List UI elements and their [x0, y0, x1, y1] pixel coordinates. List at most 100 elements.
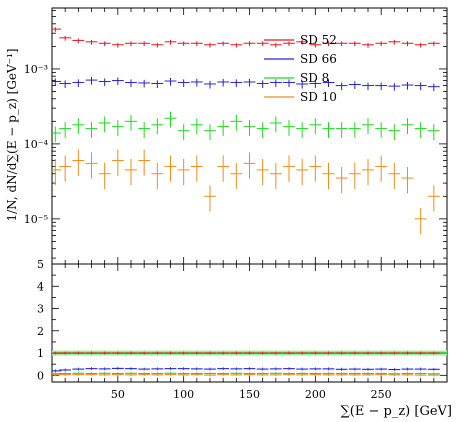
sd-66-point [348, 81, 361, 90]
sd-66-point [177, 79, 190, 88]
sd-10-point [230, 162, 243, 190]
sd-10-point [98, 162, 111, 190]
sd-10-ratio-point [414, 373, 427, 377]
sd-10-point [177, 158, 190, 186]
sd-10-point [243, 152, 256, 179]
top-panel-marks [52, 27, 440, 235]
sd-10-point [375, 155, 388, 182]
sd-10-ratio-point [190, 373, 203, 377]
sd-10-point [256, 158, 269, 186]
sd-52-point [217, 41, 230, 47]
ratio-y-tick-label: 2 [37, 325, 44, 338]
sd-66-ratio-point [309, 367, 322, 371]
sd-52-ratio-point [375, 351, 388, 355]
sd-66-ratio-point [217, 367, 230, 371]
sd-66-point [362, 82, 374, 91]
sd-66-point [401, 81, 414, 90]
sd-10-ratio-point [362, 373, 374, 377]
ratio-axis-ticks: 50 100 150 200 250 0 1 2 3 4 5 [37, 258, 447, 401]
sd-52-ratio-point [204, 351, 216, 355]
sd-66-point [59, 80, 72, 89]
sd-10-ratio-point [138, 373, 151, 377]
sd-52-point [256, 41, 269, 47]
sd-8-point [348, 122, 361, 138]
sd-66-ratio-point [375, 367, 388, 371]
sd-52-point [375, 41, 388, 47]
sd-8-point [322, 122, 335, 138]
sd-66-ratio-point [52, 369, 62, 373]
sd-52-point [190, 41, 203, 47]
sd-52-ratio-point [362, 351, 374, 355]
ratio-panel-frame [51, 263, 448, 383]
sd-8-point [125, 114, 137, 131]
sd-10-point [217, 155, 230, 182]
sd-66-point [309, 80, 322, 89]
sd-66-point [85, 76, 98, 85]
sd-52-ratio-point [59, 351, 72, 355]
sd-66-ratio-point [204, 367, 216, 371]
legend: SD 52 SD 66 SD 8 SD 10 [264, 33, 337, 104]
sd-66-ratio-point [85, 367, 98, 371]
sd-52-ratio-point [190, 351, 203, 355]
sd-10-point [335, 167, 348, 194]
sd-10-point [151, 162, 164, 190]
top-axis-ticks: 10⁻⁵ 10⁻⁴ 10⁻³ [24, 8, 447, 264]
y-axis-label: 1/N, dN/d∑(E − p_z) [GeV⁻¹] [5, 49, 19, 222]
sd-66-point [269, 79, 282, 88]
sd-52-ratio-point [256, 351, 269, 355]
sd-10-point [138, 149, 151, 176]
sd-52-ratio-point [427, 351, 440, 355]
sd-10-point [85, 152, 98, 179]
sd-66-point [230, 79, 243, 88]
sd-10-ratio-point [256, 373, 269, 377]
x-tick-label: 150 [239, 388, 260, 401]
sd-52-ratio-point [414, 351, 427, 355]
sd-52-ratio-point [269, 351, 282, 355]
sd-66-point [111, 77, 124, 86]
sd-10-ratio-point [177, 373, 190, 377]
sd-52-point [138, 41, 151, 47]
sd-52-ratio-point [164, 351, 177, 355]
sd-52-point [401, 41, 414, 47]
sd-52-ratio-point [348, 351, 361, 355]
sd-52-ratio-point [72, 351, 85, 355]
x-tick-label: 100 [173, 388, 194, 401]
sd-10-ratio-point [243, 373, 256, 377]
sd-66-point [164, 77, 177, 86]
sd-10-ratio-point [204, 373, 216, 377]
sd-8-point [243, 120, 256, 136]
sd-66-point [375, 82, 388, 91]
sd-52-ratio-point [151, 351, 164, 355]
sd-52-point [309, 42, 322, 48]
sd-10-point [309, 155, 322, 182]
sd-8-point [362, 118, 374, 135]
sd-52-ratio-point [98, 351, 111, 355]
sd-8-point [177, 124, 190, 140]
ratio-y-tick-label: 1 [37, 347, 44, 360]
sd-10-ratio-point [125, 373, 137, 377]
sd-8-point [72, 118, 85, 135]
sd-66-ratio-point [256, 367, 269, 371]
sd-52-point [52, 27, 62, 32]
sd-52-point [85, 39, 98, 45]
legend-sd-8-label: SD 8 [300, 71, 329, 85]
sd-52-ratio-point [283, 351, 295, 355]
sd-52-ratio-point [230, 351, 243, 355]
sd-66-ratio-point [388, 368, 401, 372]
sd-8-point [190, 118, 203, 135]
sd-66-ratio-point [269, 367, 282, 371]
sd-10-point [388, 162, 401, 190]
sd-52-ratio-point [401, 351, 414, 355]
sd-52-point [348, 41, 361, 47]
sd-8-point [138, 122, 151, 138]
sd-66-ratio-point [125, 367, 137, 371]
sd-66-point [427, 83, 440, 92]
top-panel-frame [51, 7, 448, 265]
sd-10-ratio-point [151, 373, 164, 377]
sd-66-ratio-point [243, 367, 256, 371]
sd-66-ratio-point [348, 367, 361, 371]
sd-52-point [98, 41, 111, 47]
sd-66-ratio-point [335, 367, 348, 371]
sd-10-point [111, 149, 124, 176]
